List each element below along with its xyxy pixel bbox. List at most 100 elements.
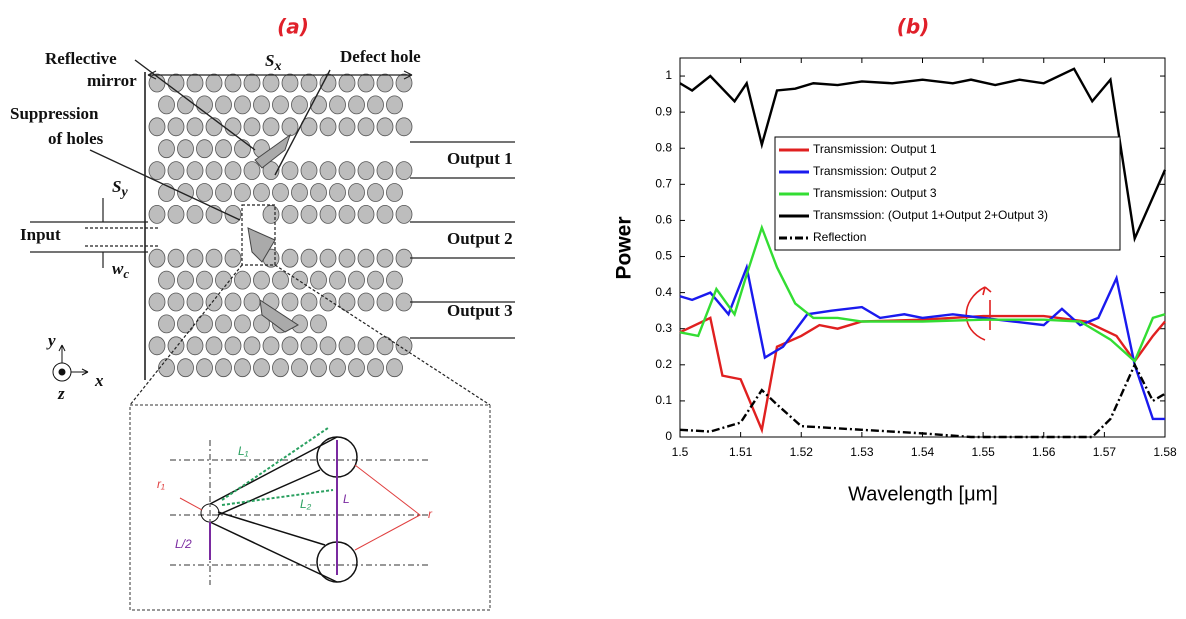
hole — [319, 161, 337, 181]
hole — [281, 248, 299, 268]
hole — [376, 117, 394, 137]
legend-label: Transmission: Output 3 — [813, 186, 937, 200]
output-guide-1 — [410, 141, 515, 179]
hole — [291, 270, 308, 290]
hole — [300, 73, 318, 93]
hole — [253, 270, 270, 290]
y-tick-label: 0.6 — [655, 213, 672, 227]
hole — [367, 270, 384, 290]
y-tick-label: 0 — [665, 429, 672, 443]
hole — [310, 270, 327, 290]
hole — [215, 95, 232, 115]
hole — [338, 117, 356, 137]
series-line — [679, 224, 1166, 364]
waveguides — [30, 59, 515, 406]
inset — [129, 404, 491, 611]
x-tick-label: 1.52 — [790, 445, 814, 459]
legend-label: Reflection — [813, 230, 866, 244]
hole — [319, 204, 337, 224]
hole — [253, 183, 270, 202]
inset-label: L/2 — [175, 537, 192, 551]
axis-z: z — [57, 384, 65, 403]
hole — [167, 161, 185, 181]
y-tick-label: 0.1 — [655, 393, 672, 407]
hole — [167, 336, 185, 356]
hole — [224, 73, 242, 93]
legend: Transmission: Output 1 Transmission: Outp… — [774, 136, 1121, 251]
hole — [234, 358, 251, 378]
hole — [215, 139, 232, 159]
hole — [338, 336, 356, 356]
hole — [167, 204, 185, 224]
defects — [247, 133, 299, 333]
hole — [386, 183, 403, 202]
hole — [376, 292, 394, 312]
hole — [348, 183, 365, 202]
hole — [338, 248, 356, 268]
y-tick-label: 1 — [665, 68, 672, 82]
hole — [186, 292, 204, 312]
hole — [395, 117, 413, 137]
x-axis-label: Wavelength [μm] — [848, 483, 998, 505]
hole — [158, 314, 175, 334]
inset-label: L₁ — [238, 444, 249, 458]
hole — [243, 117, 261, 137]
sub-base: S — [265, 51, 274, 70]
hole — [367, 358, 384, 378]
legend-label: Transmission: Output 1 — [813, 142, 937, 156]
hole — [148, 292, 166, 312]
hole — [186, 161, 204, 181]
hole — [234, 95, 251, 115]
hole — [177, 139, 194, 159]
hole — [234, 183, 251, 202]
inset-label: L — [343, 492, 350, 506]
hole — [148, 161, 166, 181]
hole — [215, 183, 232, 202]
hole — [205, 336, 223, 356]
hole — [291, 358, 308, 378]
hole — [224, 292, 242, 312]
hole — [281, 336, 299, 356]
hole — [395, 161, 413, 181]
hole — [367, 183, 384, 202]
sub: c — [123, 266, 129, 281]
hole — [386, 358, 403, 378]
hole — [291, 183, 308, 202]
panel-a-title: (a) — [277, 15, 309, 39]
coord-icon — [52, 344, 89, 382]
label: Defect hole — [340, 47, 421, 66]
hole — [348, 270, 365, 290]
y-tick-label: 0.9 — [655, 104, 672, 118]
inset-label: r₁ — [157, 477, 165, 491]
wc-dash — [85, 227, 160, 247]
hole — [310, 95, 327, 115]
hole — [376, 336, 394, 356]
hole — [224, 336, 242, 356]
hole — [253, 358, 270, 378]
hole — [395, 248, 413, 268]
hole — [281, 292, 299, 312]
label: Output 1 — [447, 149, 513, 168]
hole — [329, 270, 346, 290]
series-line — [679, 362, 1166, 439]
hole — [376, 73, 394, 93]
zoom-lines — [129, 264, 491, 406]
series-line — [679, 263, 1165, 421]
hole — [224, 161, 242, 181]
hole — [367, 95, 384, 115]
hole — [262, 117, 280, 137]
x-tick-label: 1.54 — [911, 445, 935, 459]
hole — [272, 358, 289, 378]
hole — [158, 270, 175, 290]
hole — [262, 73, 280, 93]
label: mirror — [87, 71, 137, 90]
hole — [338, 292, 356, 312]
hole — [234, 270, 251, 290]
y-tick-label: 0.5 — [655, 249, 672, 263]
coord-arrows — [58, 344, 89, 376]
hole — [234, 314, 251, 334]
x-tick-label: 1.58 — [1153, 445, 1177, 459]
hole — [329, 358, 346, 378]
hole — [177, 358, 194, 378]
